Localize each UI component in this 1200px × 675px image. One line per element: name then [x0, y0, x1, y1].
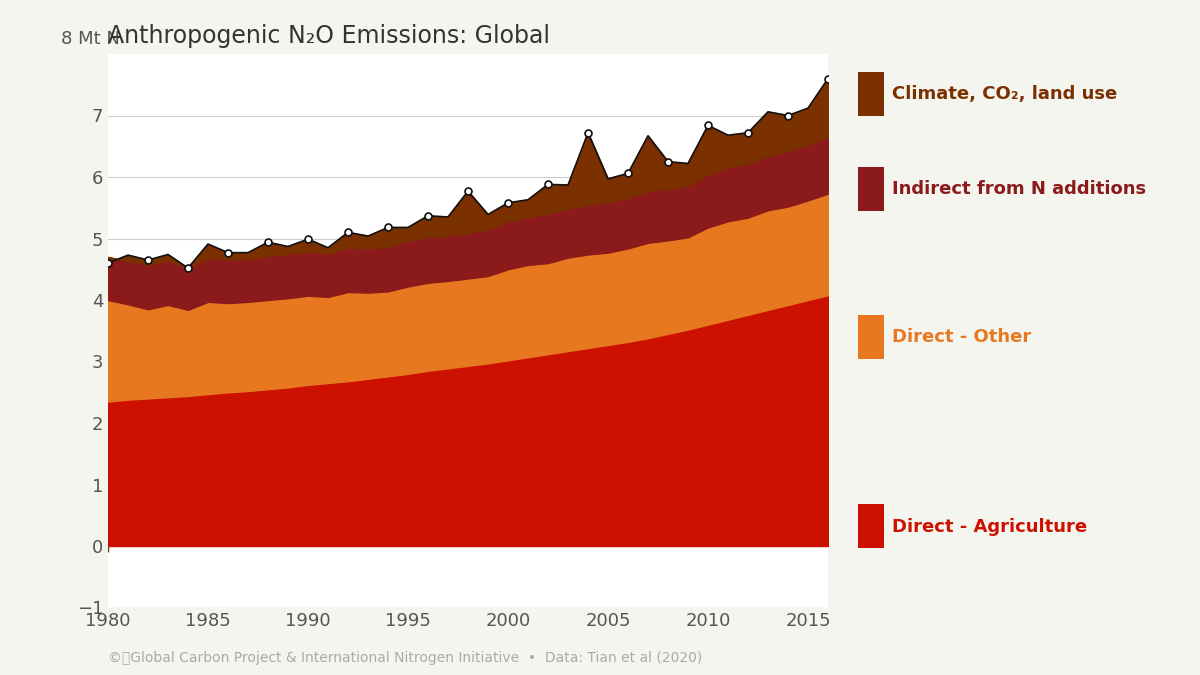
- Point: [659, 156, 678, 167]
- Point: [578, 128, 598, 138]
- Text: Indirect from N additions: Indirect from N additions: [892, 180, 1146, 198]
- Point: [98, 258, 118, 269]
- Point: [258, 237, 277, 248]
- Point: [779, 110, 798, 121]
- Text: Climate, CO₂, land use: Climate, CO₂, land use: [892, 86, 1117, 103]
- Point: [458, 186, 478, 196]
- Text: 8 Mt N: 8 Mt N: [61, 30, 120, 49]
- Text: Anthropogenic N₂O Emissions: Global: Anthropogenic N₂O Emissions: Global: [108, 24, 550, 48]
- Text: Direct - Other: Direct - Other: [892, 329, 1031, 346]
- Point: [378, 222, 397, 233]
- Point: [818, 73, 838, 84]
- Point: [299, 234, 318, 244]
- Point: [218, 247, 238, 258]
- Point: [498, 197, 517, 208]
- Point: [698, 120, 718, 131]
- Point: [179, 263, 198, 273]
- Point: [738, 128, 757, 138]
- Text: Direct - Agriculture: Direct - Agriculture: [892, 518, 1087, 535]
- Point: [138, 254, 157, 265]
- Point: [618, 168, 637, 179]
- Text: ©ⓈGlobal Carbon Project & International Nitrogen Initiative  •  Data: Tian et al: ©ⓈGlobal Carbon Project & International …: [108, 651, 702, 665]
- Point: [539, 179, 558, 190]
- Point: [338, 227, 358, 238]
- Point: [419, 211, 438, 221]
